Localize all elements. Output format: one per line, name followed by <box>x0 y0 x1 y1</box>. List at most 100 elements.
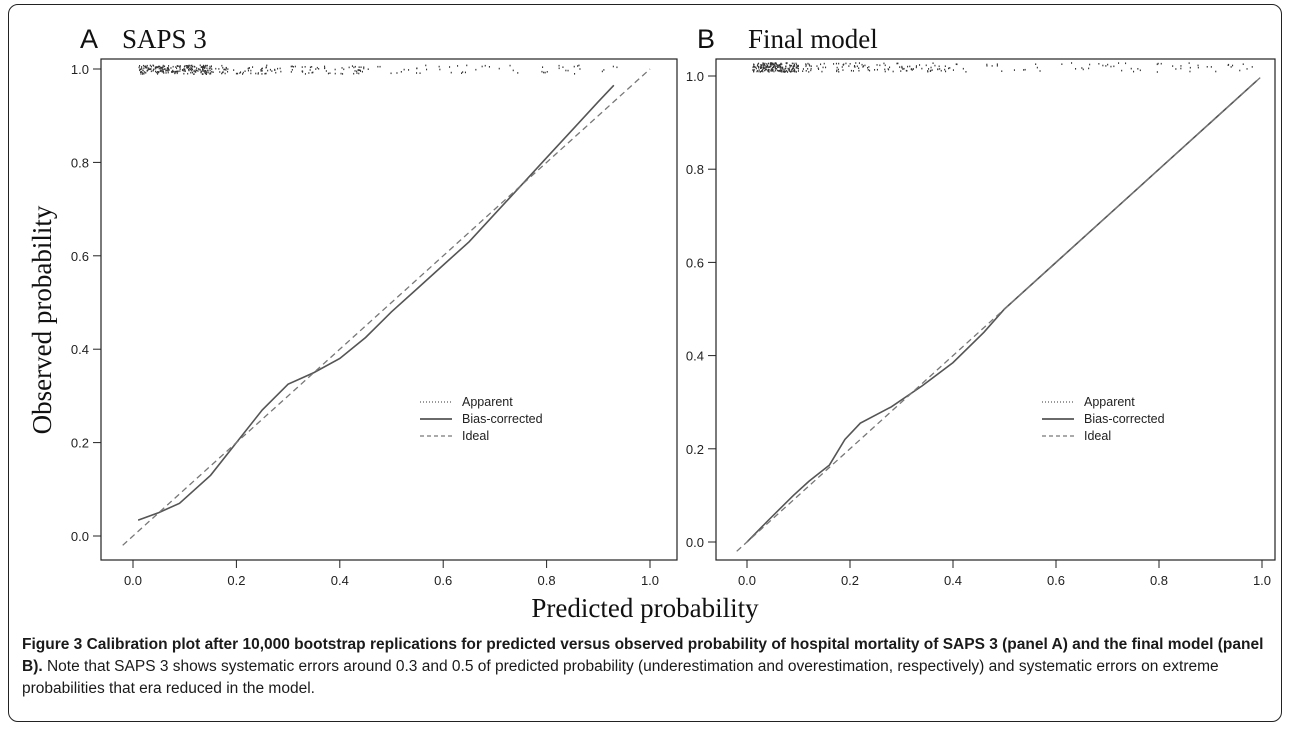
x-tick-label: 0.4 <box>944 573 962 588</box>
rug-mark <box>280 70 282 73</box>
rug-mark <box>764 69 766 72</box>
rug-mark <box>302 70 304 72</box>
rug-mark <box>170 67 172 69</box>
caption-body: Note that SAPS 3 shows systematic errors… <box>22 658 1219 697</box>
rug-mark <box>260 69 262 71</box>
rug-mark <box>183 68 185 70</box>
rug-mark <box>145 66 147 69</box>
panel-b: B Final model 0.0 0.2 0.4 0.6 0.8 1.0 0.0 0.2 0.4 0… <box>686 24 1276 588</box>
rug-mark <box>351 65 353 67</box>
rug-mark <box>358 72 360 75</box>
rug-mark <box>324 65 326 68</box>
rug-mark <box>195 69 197 71</box>
rug-mark <box>558 67 560 70</box>
rug-mark <box>755 66 757 69</box>
rug-mark <box>191 71 193 74</box>
rug-mark <box>766 63 768 65</box>
plot-area-frame <box>100 58 678 561</box>
rug-mark <box>1013 69 1015 71</box>
rug-mark <box>781 66 783 69</box>
rug-mark <box>193 65 195 68</box>
rug-mark <box>779 65 781 67</box>
rug-mark <box>921 67 923 70</box>
rug-mark <box>869 69 871 72</box>
rug-mark <box>760 67 762 69</box>
rug-mark <box>762 62 764 64</box>
rug-mark <box>772 69 774 71</box>
rug-mark <box>261 68 263 70</box>
figure-caption: Figure 3 Calibration plot after 10,000 b… <box>22 634 1272 700</box>
rug-mark <box>247 69 249 72</box>
rug-mark <box>805 70 807 72</box>
x-tick-label: 0.8 <box>1150 573 1168 588</box>
y-tick-label: 0.4 <box>71 342 89 357</box>
rug-mark <box>927 70 929 72</box>
rug-mark <box>931 69 933 71</box>
rug-mark <box>155 66 157 69</box>
rug-mark <box>578 64 580 67</box>
rug-mark <box>790 65 792 67</box>
rug-mark <box>770 68 772 71</box>
rug-mark <box>215 67 217 70</box>
rug-mark <box>1227 64 1229 66</box>
rug-mark <box>257 73 259 75</box>
rug-mark <box>944 68 946 71</box>
rug-mark <box>761 66 763 69</box>
rug-mark <box>235 72 237 75</box>
rug-mark <box>808 71 810 73</box>
rug-mark <box>211 71 213 73</box>
rug-mark <box>186 66 188 69</box>
y-tick-label: 0.2 <box>71 436 89 451</box>
rug-mark <box>930 66 932 69</box>
y-tick-label: 0.0 <box>71 529 89 544</box>
rug-mark <box>1156 71 1158 73</box>
rug-mark <box>767 64 769 67</box>
rug-mark <box>986 65 988 67</box>
rug-mark <box>789 71 791 73</box>
x-tick-label: 0.4 <box>331 573 349 588</box>
rug-mark <box>182 69 184 72</box>
rug-mark <box>775 69 777 72</box>
rug-mark <box>766 65 768 68</box>
rug-mark <box>462 71 464 73</box>
rug-mark <box>265 66 267 69</box>
rug-mark <box>149 68 151 70</box>
rug-mark <box>174 72 176 74</box>
rug-mark <box>810 69 812 72</box>
rug-mark <box>356 70 358 73</box>
series-lines <box>122 68 651 546</box>
rug-mark <box>142 69 144 72</box>
rug-mark <box>150 65 152 68</box>
rug-mark <box>789 66 791 68</box>
rug-mark <box>152 70 154 72</box>
rug-mark <box>1239 69 1241 72</box>
rug-mark <box>309 69 311 71</box>
rug-mark <box>167 71 169 74</box>
rug-mark <box>912 68 914 70</box>
rug-mark <box>377 65 379 68</box>
rug-mark <box>764 65 766 67</box>
rug-mark <box>340 72 342 75</box>
rug-mark <box>211 68 213 71</box>
rug-mark <box>785 70 787 73</box>
rug-mark <box>795 66 797 69</box>
rug-mark <box>965 71 967 73</box>
rug-mark <box>945 70 947 73</box>
rug-mark <box>805 65 807 68</box>
rug-mark <box>1251 66 1253 68</box>
rug-mark <box>841 66 843 68</box>
rug-mark <box>173 70 175 73</box>
rug-mark <box>203 70 205 73</box>
rug-mark <box>367 68 369 70</box>
rug-mark <box>757 65 759 68</box>
y-tick-label: 0.8 <box>686 162 704 177</box>
rug-mark <box>183 65 185 68</box>
rug-mark <box>175 66 177 68</box>
rug-mark <box>325 70 327 72</box>
rug-mark <box>899 66 901 68</box>
rug-mark <box>165 72 167 74</box>
rug-mark <box>952 69 954 71</box>
rug-mark <box>1156 63 1158 66</box>
rug-mark <box>781 63 783 66</box>
rug-mark <box>774 62 776 65</box>
